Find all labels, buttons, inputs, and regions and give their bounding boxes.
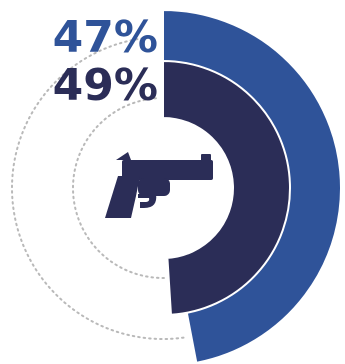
outer-series-label: 47% [53, 12, 158, 63]
inner-series-label: 49% [53, 60, 158, 111]
revolver-icon [105, 152, 213, 218]
value-arcs [163, 10, 341, 363]
